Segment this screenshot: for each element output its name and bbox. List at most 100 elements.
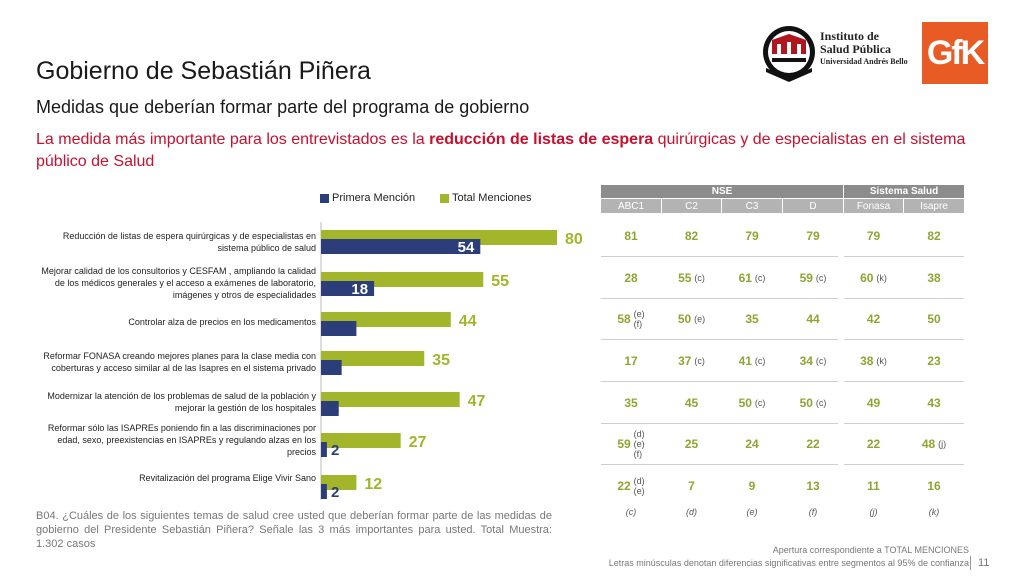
isp-line1: Instituto de [820, 29, 880, 43]
table-cell: 22 [783, 423, 843, 464]
table-column-header: Fonasa [844, 199, 903, 213]
cell-value: 50 [799, 395, 813, 410]
table-cell: 38 [904, 257, 964, 298]
segment-letter: (k) [928, 507, 940, 517]
cell-value: 82 [684, 228, 699, 243]
significance-marker: (k) [876, 356, 887, 366]
segment-letter: (d) [686, 507, 697, 517]
table-cell: 59 (c) [783, 257, 843, 298]
cell-value: 81 [624, 228, 638, 243]
table-row-divider [844, 423, 964, 424]
bar-primera-mencion [321, 360, 342, 375]
table-row-divider [601, 423, 838, 424]
table-cell: 45 [662, 382, 721, 423]
significance-marker: (k) [876, 273, 887, 283]
significance-letter: (d) [633, 428, 645, 439]
gfk-logo: GfK [922, 22, 988, 84]
table-cell: 79 [783, 215, 843, 256]
bar-primera-mencion [321, 401, 339, 416]
legend-primera: Primera Mención [320, 192, 415, 204]
table-row-divider [844, 381, 964, 382]
table-cell: 50 (e) [662, 298, 721, 339]
table-cell: 24 [722, 423, 782, 464]
category-label: Mejorar calidad de los consultorios y CE… [41, 266, 316, 300]
table-cell: 82 [904, 215, 964, 256]
table-row-divider [601, 298, 838, 299]
cell-value: 43 [927, 395, 941, 410]
category-label: Reformar sólo las ISAPREs poniendo fin a… [47, 423, 316, 457]
significance-letter: (c) [754, 355, 766, 366]
headline-bold: reducción de listas de espera [429, 131, 654, 148]
table-cell: 79 [722, 215, 782, 256]
significance-letter: (c) [754, 272, 766, 283]
bar-primera-mencion [321, 281, 375, 296]
significance-marker: (c) [816, 398, 827, 408]
table-cell: 25 [662, 423, 721, 464]
table-cell: 34 (c) [783, 340, 843, 381]
page-subtitle: Medidas que deberían formar parte del pr… [36, 97, 530, 117]
table-cell: 41 (c) [722, 340, 782, 381]
cell-value: 35 [745, 311, 759, 326]
page-number: 11 [978, 557, 990, 569]
table-column-header: C3 [722, 199, 782, 213]
significance-letter: (c) [694, 355, 705, 366]
data-label-total: 80 [565, 231, 583, 248]
data-label-primera: 18 [351, 281, 368, 298]
table-column-header: ABC1 [601, 199, 661, 213]
cell-value: 22 [806, 436, 820, 451]
page-title: Gobierno de Sebastián Piñera [36, 57, 371, 85]
significance-letter: (c) [815, 397, 827, 408]
significance-letter: (e) [694, 313, 706, 324]
cell-value: 45 [684, 395, 699, 410]
table-cell: 35 [601, 382, 661, 423]
significance-marker: (j) [938, 439, 946, 449]
table-cell: 22 [844, 423, 903, 464]
cell-value: 17 [624, 353, 638, 368]
cell-value: 9 [748, 478, 756, 493]
bar-total-menciones [321, 351, 425, 366]
question-text: B04. ¿Cuáles de los siguientes temas de … [36, 510, 552, 550]
data-label-primera: 54 [458, 239, 475, 256]
significance-letter: (e) [633, 438, 645, 449]
category-label: Modernizar la atención de los problemas … [47, 391, 316, 413]
legend-label-total: Total Menciones [452, 192, 532, 204]
cell-value: 34 [799, 353, 813, 368]
category-label: Reducción de listas de espera quirúrgica… [62, 231, 316, 253]
table-row-divider [601, 256, 838, 257]
table-row-divider [844, 256, 964, 257]
segment-letter: (j) [869, 507, 878, 517]
significance-letter: (f) [633, 448, 643, 459]
data-label-primera: 7 [331, 360, 339, 377]
cell-value: 42 [866, 311, 881, 326]
significance-letter: (f) [633, 318, 643, 329]
significance-letter: (c) [815, 272, 827, 283]
significance-letter: (c) [815, 355, 827, 366]
table-cell: 23 [904, 340, 964, 381]
data-label-total: 55 [491, 273, 509, 290]
table-cell: 38 (k) [844, 340, 903, 381]
data-label-primera: 6 [331, 401, 339, 418]
significance-marker: (c) [694, 356, 705, 366]
significance-marker: (e) (f) [634, 309, 645, 329]
table-cell: 43 [904, 382, 964, 423]
significance-marker: (d) (e) [634, 476, 645, 496]
table-cell: 16 [904, 465, 964, 506]
cell-value: 79 [806, 228, 820, 243]
segment-letter: (e) [746, 507, 758, 517]
table-column-header: Isapre [904, 199, 964, 213]
data-label-total: 44 [459, 313, 477, 330]
table-cell: 61 (c) [722, 257, 782, 298]
cell-value: 35 [624, 395, 638, 410]
cell-value: 59 [799, 270, 813, 285]
cell-value: 41 [738, 353, 752, 368]
table-row-divider [844, 298, 964, 299]
table-group-header: Sistema Salud [844, 185, 964, 198]
table-cell: 11 [844, 465, 903, 506]
significance-marker: (c) [755, 356, 766, 366]
headline: La medida más importante para los entrev… [36, 129, 976, 173]
cell-value: 82 [927, 228, 941, 243]
table-cell: 59 (d) (e) (f) [601, 423, 661, 464]
significance-letter: (e) [633, 308, 645, 319]
bar-total-menciones [321, 475, 357, 490]
